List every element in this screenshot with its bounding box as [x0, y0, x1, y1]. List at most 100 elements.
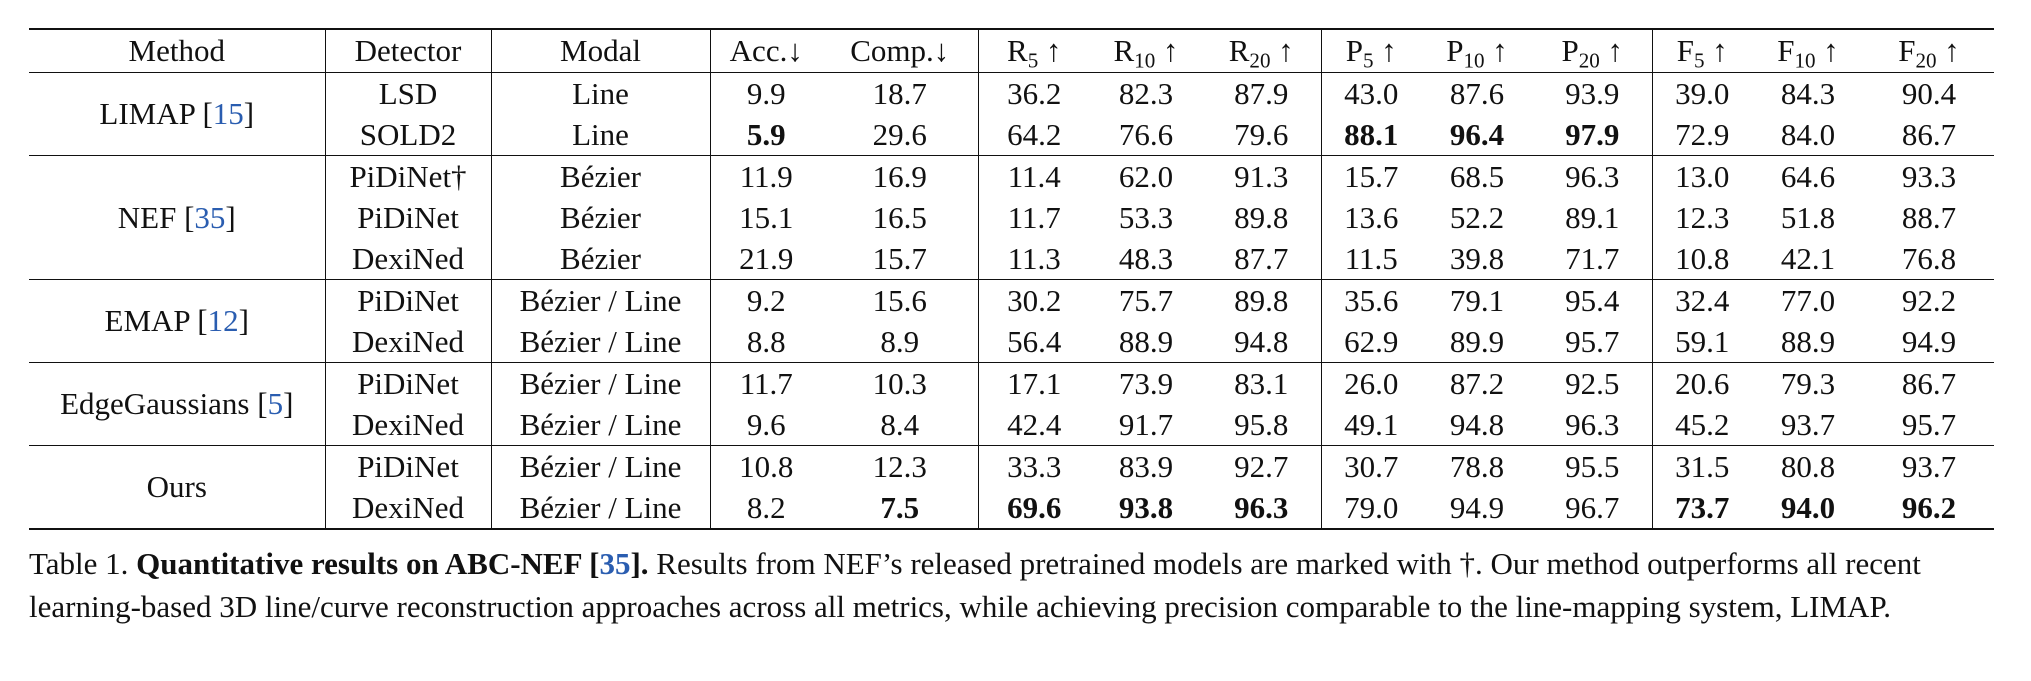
table-row: NEF [35] PiDiNet† Bézier 11.9 16.9 11.4 62.0 91…: [29, 155, 1994, 280]
metric-letter: R: [1113, 33, 1135, 68]
caption-title: Quantitative results on ABC-NEF [35].: [136, 546, 648, 581]
caption-label: Table 1.: [29, 546, 137, 581]
value-cell: 11.5: [1344, 241, 1398, 276]
metric-letter: P: [1561, 33, 1579, 68]
caption-citation-link[interactable]: 35: [599, 546, 631, 581]
value-cell: 69.6: [1007, 490, 1062, 525]
value-cell: 8.8: [746, 324, 786, 359]
value-cell: 84.3: [1780, 76, 1836, 111]
citation-link[interactable]: 35: [194, 199, 226, 235]
value-cell: 11.7: [739, 366, 793, 401]
citation-bracket: ]: [238, 303, 249, 339]
detector-cell: DexiNed: [325, 321, 492, 363]
header-metric: R10 ↑: [1090, 29, 1202, 73]
metric-letter: F: [1898, 33, 1916, 68]
value-cell: 93.7: [1901, 449, 1957, 484]
value-cell: 96.3: [1533, 155, 1653, 197]
table-row: DexiNed Bézier 21.9 15.7 11.3 48.3 87.7 11.5 39.…: [29, 238, 1994, 280]
value-cell: 80.8: [1780, 449, 1836, 484]
metric-subscript: 5: [1693, 48, 1705, 73]
metric-letter: P: [1345, 33, 1363, 68]
value-cell: 94.8: [1202, 321, 1322, 363]
value-cell: 96.3: [1533, 404, 1653, 446]
value-cell: 59.1: [1675, 324, 1730, 359]
value-cell: 88.9: [1780, 324, 1836, 359]
value-cell: 8.9: [822, 321, 979, 363]
modal-cell: Bézier: [491, 197, 711, 238]
value-cell: 72.9: [1675, 117, 1730, 152]
caption-body: Results from NEF’s released pretrained m…: [29, 546, 1921, 624]
value-cell: 88.1: [1344, 117, 1399, 152]
modal-cell: Bézier / Line: [491, 321, 711, 363]
value-cell: 75.7: [1118, 283, 1174, 318]
value-cell: 79.1: [1449, 283, 1505, 318]
metric-subscript: 5: [1362, 48, 1374, 73]
value-cell: 9.6: [746, 407, 786, 442]
value-cell: 64.2: [1007, 117, 1062, 152]
value-cell: 95.8: [1202, 404, 1322, 446]
value-cell: 13.0: [1675, 159, 1730, 194]
metric-arrow: ↑: [1038, 33, 1062, 68]
value-cell: 26.0: [1344, 366, 1399, 401]
value-cell: 94.0: [1780, 490, 1836, 525]
value-cell: 13.6: [1344, 200, 1399, 235]
value-cell: 11.4: [1007, 159, 1061, 194]
table-row: Ours PiDiNet Bézier / Line 10.8 12.3 33.3 83.9…: [29, 445, 1994, 529]
header-modal: Modal: [491, 29, 711, 73]
value-cell: 56.4: [1007, 324, 1062, 359]
value-cell: 15.6: [822, 279, 979, 321]
metric-subscript: 20: [1249, 48, 1271, 73]
value-cell: 18.7: [822, 72, 979, 114]
table-row: DexiNed Bézier / Line 8.8 8.9 56.4 88.9 94.8 62…: [29, 321, 1994, 363]
value-cell: 31.5: [1675, 449, 1730, 484]
value-cell: 93.8: [1118, 490, 1174, 525]
method-cell: EdgeGaussians [5]: [29, 362, 326, 446]
caption-title-close: ].: [630, 546, 649, 581]
value-cell: 35.6: [1344, 283, 1399, 318]
value-cell: 91.7: [1118, 407, 1174, 442]
value-cell: 39.0: [1675, 76, 1730, 111]
value-cell: 32.4: [1675, 283, 1730, 318]
metric-arrow: ↑: [1599, 33, 1624, 68]
value-cell: 12.3: [1675, 200, 1730, 235]
value-cell: 49.1: [1344, 407, 1399, 442]
value-cell: 36.2: [1007, 76, 1062, 111]
table-row: PiDiNet Bézier 15.1 16.5 11.7 53.3 89.8 13.6 52.…: [29, 197, 1994, 238]
method-name: EMAP [: [104, 303, 208, 339]
metric-letter: F: [1676, 33, 1694, 68]
results-table: Method Detector Modal Acc.↓ Comp.↓ R5 ↑ …: [29, 28, 1994, 530]
value-cell: 42.4: [1007, 407, 1062, 442]
header-metric: R20 ↑: [1202, 29, 1322, 73]
citation-link[interactable]: 12: [207, 303, 239, 339]
value-cell: 12.3: [822, 445, 979, 487]
header-metric: F5 ↑: [1652, 29, 1752, 73]
value-cell: 83.1: [1202, 362, 1322, 404]
table-row: LIMAP [15] LSD Line 9.9 18.7 36.2 82.3 87.9 43.0…: [29, 72, 1994, 156]
modal-cell: Bézier / Line: [491, 362, 711, 404]
value-cell: 11.3: [1007, 241, 1061, 276]
metric-subscript: 10: [1794, 48, 1816, 73]
value-cell: 8.2: [746, 490, 786, 525]
table-row: DexiNed Bézier / Line 9.6 8.4 42.4 91.7 95.8 49…: [29, 404, 1994, 446]
value-cell: 77.0: [1780, 283, 1836, 318]
method-group: LIMAP [15] LSD Line 9.9 18.7 36.2 82.3 87.9 43.0…: [29, 72, 1994, 156]
header-detector: Detector: [325, 29, 492, 73]
header-row: Method Detector Modal Acc.↓ Comp.↓ R5 ↑ …: [29, 29, 1994, 73]
value-cell: 9.9: [746, 76, 786, 111]
metric-arrow: ↑: [1704, 33, 1728, 68]
metric-arrow: ↑: [1155, 33, 1179, 68]
value-cell: 83.9: [1118, 449, 1174, 484]
header-metric: F20 ↑: [1864, 29, 1994, 73]
value-cell: 11.9: [739, 159, 793, 194]
value-cell: 64.6: [1780, 159, 1836, 194]
value-cell: 92.7: [1202, 445, 1322, 487]
modal-cell: Bézier / Line: [491, 445, 711, 487]
citation-link[interactable]: 15: [212, 96, 244, 132]
value-cell: 89.8: [1202, 197, 1322, 238]
method-group: Ours PiDiNet Bézier / Line 10.8 12.3 33.3 83.9…: [29, 445, 1994, 529]
value-cell: 91.3: [1202, 155, 1322, 197]
value-cell: 88.7: [1901, 200, 1957, 235]
value-cell: 73.9: [1118, 366, 1174, 401]
value-cell: 79.0: [1344, 490, 1399, 525]
citation-link[interactable]: 5: [267, 386, 284, 422]
